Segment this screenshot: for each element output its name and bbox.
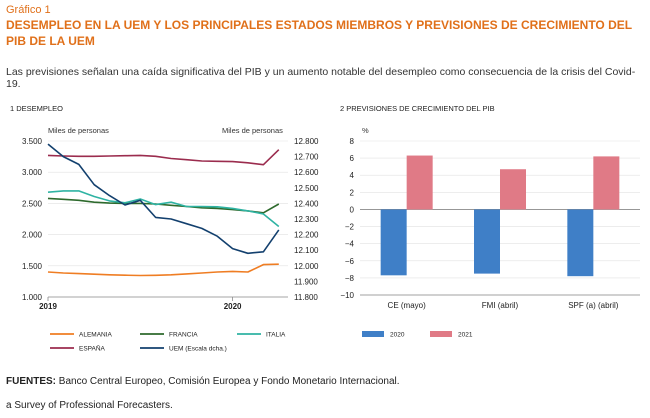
panel2-tick-label: 0 [350, 205, 355, 214]
panel2-tick-label: 2 [350, 188, 355, 197]
panel1-left-tick-label: 2.000 [22, 231, 43, 240]
panel2-title: 2 PREVISIONES DE CRECIMIENTO DEL PIB [340, 104, 495, 113]
panel1-series-line-espana [47, 149, 280, 166]
panel2-tick-label: −8 [345, 274, 355, 283]
panel2-legend-swatch [430, 331, 452, 337]
panel2-tick-label: 6 [350, 154, 355, 163]
panel1-left-tick-label: 1.500 [22, 262, 43, 271]
panel1-right-tick-label: 12.000 [294, 262, 319, 271]
panel2-category-label: SPF (a) (abril) [568, 301, 619, 310]
panel2-bar-2021 [500, 169, 526, 210]
panel2-categories: CE (mayo) FMI (abril) SPF (a) (abril) [388, 301, 619, 310]
figure-label: Gráfico 1 [6, 4, 51, 16]
panel1-right-tick-label: 11.800 [294, 293, 318, 302]
panel1-series-line-italia [47, 190, 280, 228]
panel1-right-tick-label: 12.200 [294, 231, 319, 240]
sources-label: FUENTES: [6, 376, 56, 387]
panel1-grid [48, 140, 288, 298]
panel2-legend-label: 2021 [458, 332, 473, 339]
panel2-axis-label: % [362, 126, 369, 135]
panel2-bars [380, 155, 620, 277]
panel1-right-tick-label: 12.600 [294, 168, 319, 177]
panel2-tick-label: −4 [345, 240, 355, 249]
panel1-title: 1 DESEMPLEO [10, 104, 63, 113]
panel1-x-ticks: 2019 2020 [39, 297, 242, 311]
panel1-x-tick-label: 2019 [39, 302, 57, 311]
panel1-right-axis-label: Miles de personas [222, 126, 283, 135]
panel2-tick-label: −6 [345, 257, 355, 266]
panel1-right-tick-label: 12.500 [294, 184, 319, 193]
panel1-x-tick-label: 2020 [224, 302, 242, 311]
panel1-series-line-alemania [47, 263, 279, 277]
panel2-bar-2021 [593, 156, 620, 210]
panel1-right-tick-label: 12.800 [294, 137, 319, 146]
panel1-legend-label: ESPAÑA [79, 344, 106, 353]
panel1-right-tick-label: 12.400 [294, 199, 319, 208]
panel2-legend-label: 2020 [390, 332, 405, 339]
panel2-category-label: CE (mayo) [388, 301, 427, 310]
panel1-right-ticks: 11.800 11.900 12.000 12.100 12.200 12.300 12.4… [294, 137, 319, 302]
panel1-series-line-uem [47, 143, 280, 255]
panel2-tick-label: 8 [350, 137, 355, 146]
panel2-bar-2020 [380, 209, 407, 276]
panel2-category-label: FMI (abril) [482, 301, 519, 310]
panel1-right-tick-label: 12.700 [294, 153, 319, 162]
panel1-right-tick-label: 12.100 [294, 246, 319, 255]
panel1-right-tick-label: 12.300 [294, 215, 319, 224]
panel1-left-tick-label: 2.500 [22, 199, 43, 208]
panel1-legend: ALEMANIA FRANCIA ITALIA ESPAÑA UEM (Escala d… [50, 332, 286, 353]
panel1-left-tick-label: 1.000 [22, 293, 43, 302]
figure-title: DESEMPLEO EN LA UEM Y LOS PRINCIPALES ES… [6, 18, 632, 48]
panel1-legend-label: ALEMANIA [79, 332, 113, 339]
panel2-bar-2020 [567, 209, 594, 277]
panel2-tick-label: 4 [350, 171, 355, 180]
panel1-left-axis-label: Miles de personas [48, 126, 109, 135]
panel1-lines [47, 143, 280, 277]
panel1-left-tick-label: 3.500 [22, 137, 43, 146]
panel2-bar-2020 [474, 209, 500, 274]
panel2-tick-label: −2 [345, 223, 355, 232]
panel1-legend-label: UEM (Escala dcha.) [169, 346, 227, 353]
sources-text: Banco Central Europeo, Comisión Europea … [58, 376, 400, 387]
panel1-left-tick-label: 3.000 [22, 168, 43, 177]
footnote: a Survey of Professional Forecasters. [6, 400, 173, 411]
panel2-ticks: −10 −8 −6 −4 −2 0 2 4 6 8 [340, 137, 354, 300]
figure-subtitle: Las previsiones señalan una caída signif… [6, 66, 636, 90]
panel2-tick-label: −10 [340, 291, 354, 300]
panel1-right-tick-label: 11.900 [294, 277, 318, 286]
panel2-legend-swatch [362, 331, 384, 337]
panel2-legend: 2020 2021 [362, 331, 473, 339]
panel1-left-ticks: 1.000 1.500 2.000 2.500 3.000 3.500 [22, 137, 43, 302]
panel2-bar-2021 [406, 155, 433, 210]
sources-line: FUENTES: Banco Central Europeo, Comisión… [6, 376, 400, 387]
panel1-legend-label: FRANCIA [169, 332, 198, 339]
panel1-legend-label: ITALIA [266, 332, 286, 339]
